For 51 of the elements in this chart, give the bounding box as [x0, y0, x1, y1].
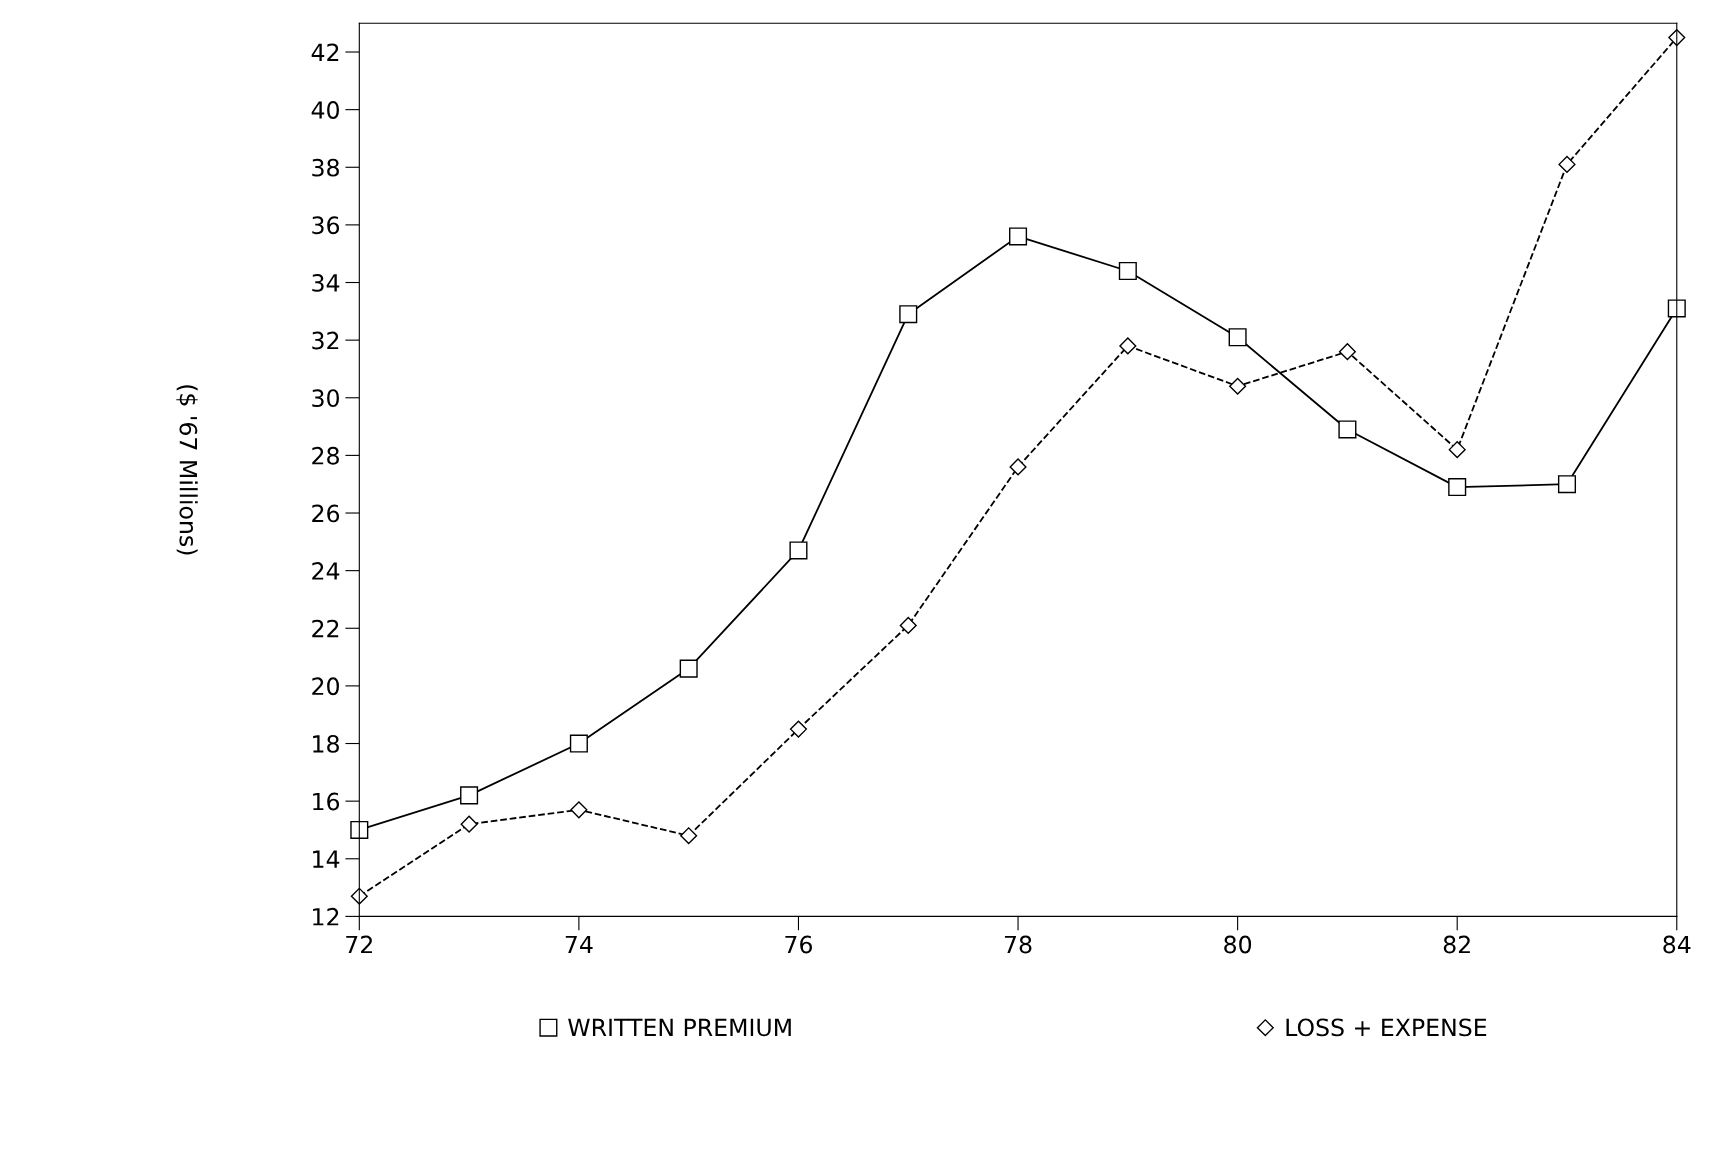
y-tick-label: 30 [312, 389, 339, 408]
point [1668, 29, 1686, 47]
y-tick-label: 24 [312, 562, 340, 580]
point [1448, 478, 1467, 497]
x-tick-label: 80 [1224, 935, 1252, 954]
y-tick-label: 42 [311, 43, 339, 61]
y-tick-label: 26 [312, 504, 340, 523]
y-tick-label: 18 [313, 734, 339, 753]
point [1667, 299, 1686, 318]
point [1557, 475, 1577, 494]
point [789, 720, 808, 738]
x-tick-label: 78 [1004, 935, 1032, 954]
point [1009, 458, 1027, 476]
x-tick-label: 72 [346, 935, 372, 954]
x-tick-label: 84 [1663, 935, 1691, 954]
point [570, 801, 588, 819]
y-tick-label: 14 [313, 850, 340, 868]
x-tick-label: 82 [1443, 935, 1470, 954]
y-tick-label: 12 [313, 907, 339, 926]
point [899, 305, 918, 324]
point [680, 827, 698, 845]
point [460, 786, 479, 805]
y-tick-label: 22 [312, 619, 339, 638]
point [1338, 343, 1356, 361]
point [1338, 420, 1357, 439]
point [789, 541, 808, 560]
point [1229, 377, 1247, 395]
point [1228, 328, 1247, 347]
point [569, 734, 588, 753]
x-tick-label: 74 [565, 935, 593, 954]
legend-label: WRITTEN PREMIUM [568, 1018, 791, 1037]
point [1118, 261, 1137, 281]
y-tick-label: 40 [311, 101, 339, 119]
point [460, 815, 478, 833]
y-tick-label: 34 [312, 273, 340, 292]
point [350, 820, 369, 839]
y-tick-label: 28 [312, 446, 339, 465]
y-axis-title: ($ '67 Millions) [176, 385, 198, 555]
y-tick-label: 36 [312, 216, 340, 235]
point [1448, 441, 1466, 459]
y-tick-label: 16 [313, 792, 340, 811]
point [1009, 227, 1028, 246]
legend-label: LOSS + EXPENSE [1286, 1018, 1487, 1037]
point [679, 659, 698, 678]
x-tick-label: 76 [785, 935, 812, 954]
point [1558, 155, 1576, 173]
y-tick-label: 38 [312, 158, 339, 177]
point [1119, 337, 1137, 355]
point [899, 616, 917, 634]
y-tick-label: 20 [312, 677, 339, 696]
y-tick-label: 32 [312, 331, 339, 350]
